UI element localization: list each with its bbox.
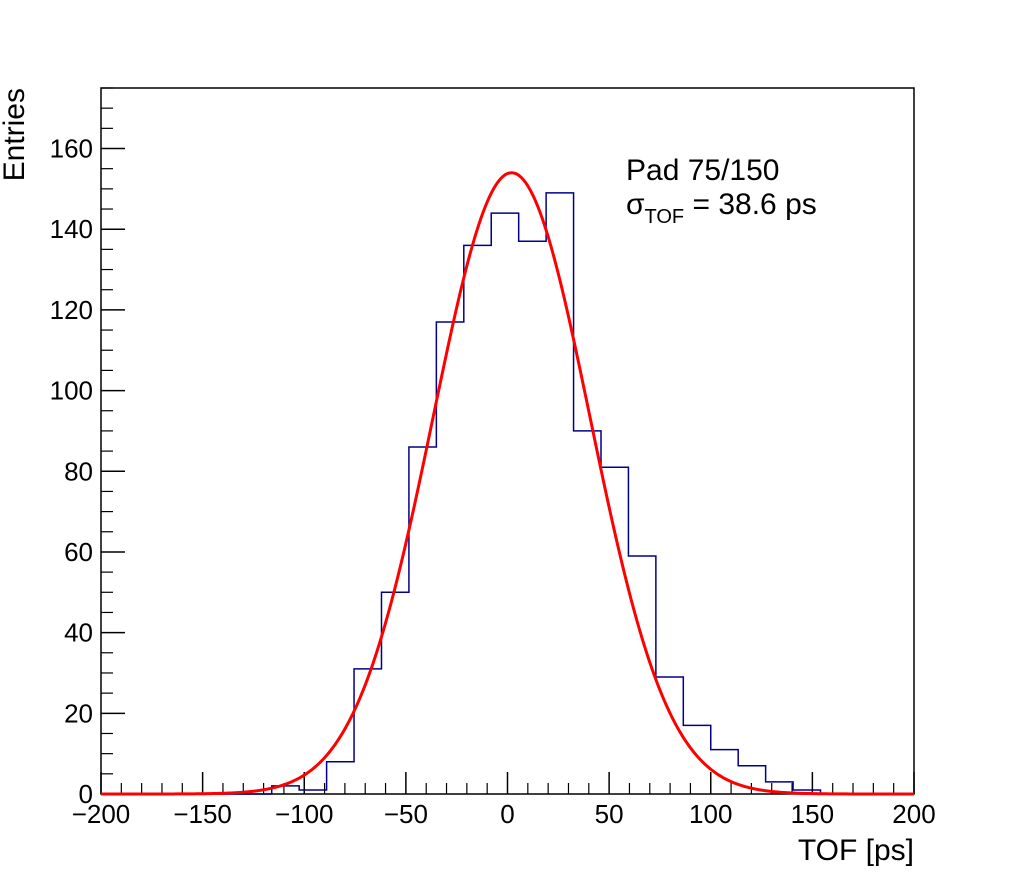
y-tick-label: 40 xyxy=(64,618,93,648)
x-axis-title: TOF [ps] xyxy=(798,834,914,867)
y-tick-labels: 0 20 40 60 80 100 120 140 160 xyxy=(50,134,93,809)
y-tick-label: 100 xyxy=(50,376,93,406)
x-tick-label: −200 xyxy=(72,799,131,829)
histogram-series xyxy=(101,192,914,795)
sigma-subscript: TOF xyxy=(645,206,685,228)
x-tick-label: 0 xyxy=(500,799,514,829)
pad-label: Pad 75/150 xyxy=(626,154,779,187)
x-tick-label: 100 xyxy=(689,799,732,829)
gaussian-fit-curve xyxy=(101,171,914,796)
x-tick-label: −150 xyxy=(173,799,232,829)
sigma-value: = 38.6 ps xyxy=(684,188,817,221)
y-axis-title: Entries xyxy=(0,88,31,181)
y-tick-label: 140 xyxy=(50,214,93,244)
x-tick-label: 200 xyxy=(892,799,935,829)
x-tick-label: −100 xyxy=(275,799,334,829)
x-tick-label: 50 xyxy=(595,799,624,829)
x-tick-label: 150 xyxy=(791,799,834,829)
x-tick-label: −50 xyxy=(384,799,428,829)
y-tick-label: 0 xyxy=(79,779,93,809)
y-tick-label: 60 xyxy=(64,537,93,567)
y-tick-label: 160 xyxy=(50,134,93,164)
y-tick-label: 20 xyxy=(64,698,93,728)
y-tick-label: 80 xyxy=(64,456,93,486)
sigma-annotation: σTOF = 38.6 ps xyxy=(626,188,817,228)
x-tick-labels: −200 −150 −100 −50 0 50 100 150 200 xyxy=(72,799,936,829)
sigma-symbol: σ xyxy=(626,188,645,221)
y-tick-label: 120 xyxy=(50,295,93,325)
axis-ticks xyxy=(100,87,915,795)
